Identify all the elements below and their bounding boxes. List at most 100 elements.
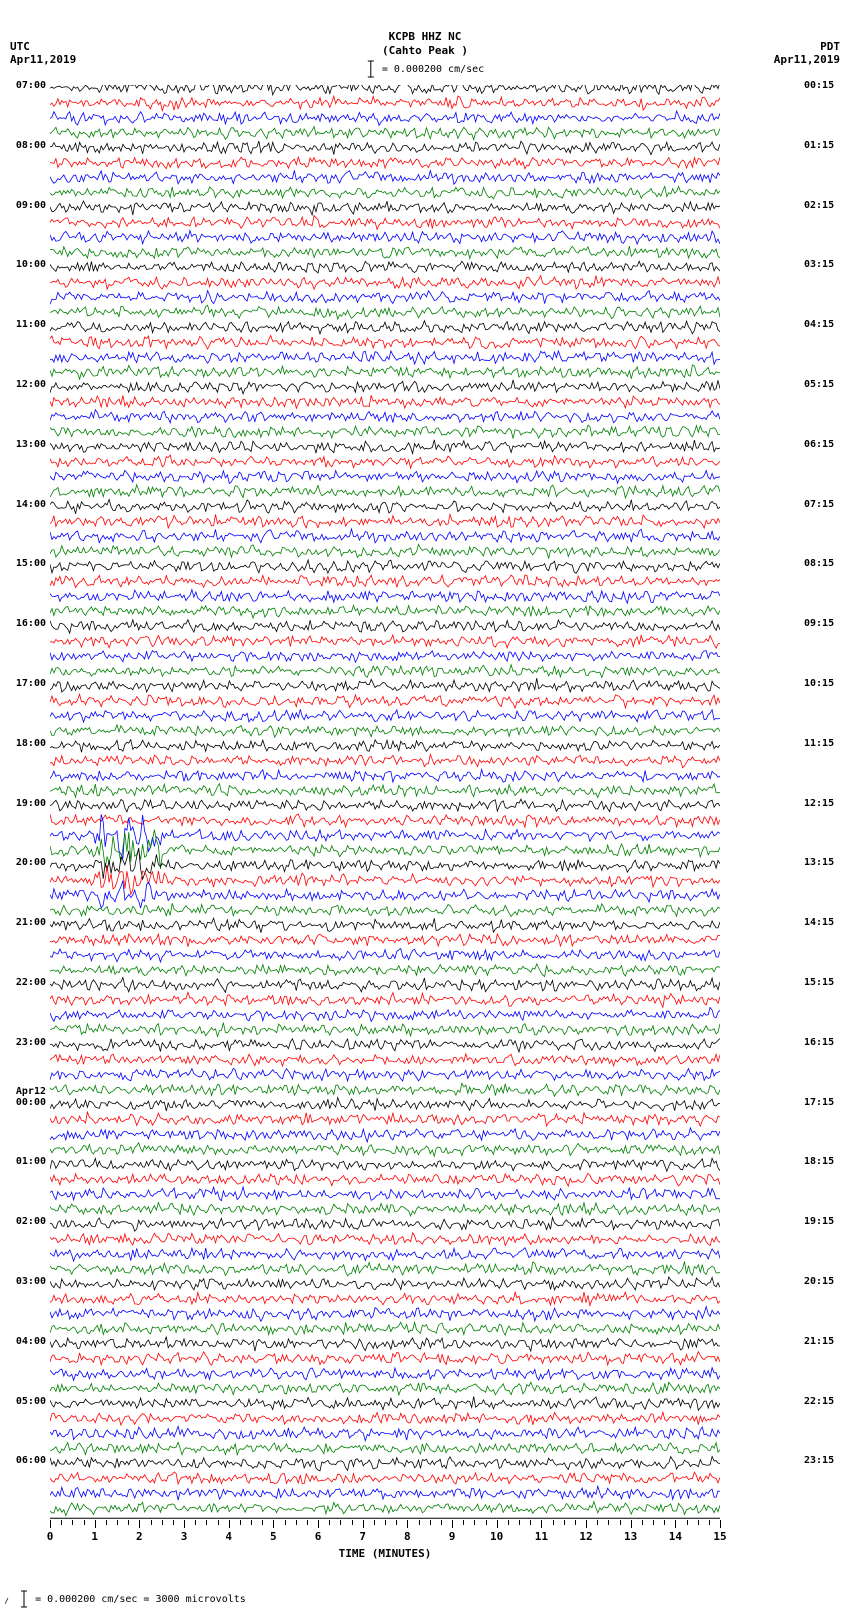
seismic-trace (50, 529, 720, 543)
seismic-trace (50, 1248, 720, 1261)
seismic-trace (50, 1457, 720, 1471)
time-label-left: 02:00 (16, 1216, 46, 1227)
seismic-trace (50, 1502, 720, 1516)
seismic-trace (50, 291, 720, 305)
footer-text: = 0.000200 cm/sec = 3000 microvolts (35, 1594, 246, 1605)
seismic-trace (50, 1202, 720, 1216)
time-label-left: 07:00 (16, 80, 46, 91)
seismic-trace (50, 201, 720, 215)
time-label-right: 10:15 (804, 678, 834, 689)
time-label-right: 03:15 (804, 259, 834, 270)
seismic-trace (50, 1292, 720, 1306)
seismic-trace (50, 1023, 720, 1037)
time-label-right: 01:15 (804, 140, 834, 151)
seismic-trace (50, 799, 720, 812)
x-tick-label: 4 (225, 1530, 232, 1543)
seismic-trace (50, 1217, 720, 1231)
seismic-trace (50, 1039, 720, 1053)
time-label-left: 18:00 (16, 738, 46, 749)
time-label-left: 23:00 (16, 1037, 46, 1048)
time-label-left: 16:00 (16, 618, 46, 629)
time-label-right: 13:15 (804, 857, 834, 868)
seismic-trace (50, 1233, 720, 1246)
x-tick-label: 6 (315, 1530, 322, 1543)
time-label-left: 12:00 (16, 379, 46, 390)
time-label-right: 09:15 (804, 618, 834, 629)
x-tick-label: 13 (624, 1530, 637, 1543)
x-tick-label: 11 (535, 1530, 548, 1543)
time-label-right: 21:15 (804, 1336, 834, 1347)
time-label-left: 03:00 (16, 1276, 46, 1287)
seismic-trace (50, 335, 720, 349)
seismic-trace (50, 321, 720, 334)
seismic-trace (50, 590, 720, 604)
time-label-right: 14:15 (804, 917, 834, 928)
time-label-right: 19:15 (804, 1216, 834, 1227)
time-label-right: 16:15 (804, 1037, 834, 1048)
seismic-trace (50, 170, 720, 184)
seismic-trace (50, 635, 720, 648)
x-tick-label: 8 (404, 1530, 411, 1543)
time-label-left: 13:00 (16, 439, 46, 450)
x-tick-label: 9 (449, 1530, 456, 1543)
x-axis: TIME (MINUTES) 0123456789101112131415 (50, 1520, 720, 1560)
time-label-right: 20:15 (804, 1276, 834, 1287)
seismic-trace (50, 770, 720, 783)
time-label-right: 00:15 (804, 80, 834, 91)
time-label-right: 07:15 (804, 499, 834, 510)
seismic-trace (50, 964, 720, 977)
seismic-trace (50, 440, 720, 454)
x-axis-label: TIME (MINUTES) (339, 1547, 432, 1560)
seismic-trace (50, 305, 720, 319)
seismic-trace (50, 380, 720, 394)
seismic-trace (50, 1173, 720, 1186)
seismic-trace (50, 351, 720, 364)
seismic-trace (50, 1054, 720, 1066)
seismic-trace (50, 1083, 720, 1096)
seismic-trace (50, 784, 720, 798)
seismic-trace (50, 1008, 720, 1022)
time-label-left: 01:00 (16, 1156, 46, 1167)
scale-bar-icon (19, 1590, 29, 1608)
x-tick-label: 0 (47, 1530, 54, 1543)
seismic-trace (50, 903, 720, 916)
seismic-trace (50, 455, 720, 468)
scale-indicator: = 0.000200 cm/sec (366, 60, 484, 78)
seismic-trace (50, 709, 720, 722)
time-label-left: Apr12 (16, 1086, 46, 1097)
scale-bar-small-icon (5, 1593, 13, 1605)
time-label-right: 02:15 (804, 200, 834, 211)
time-label-left: 06:00 (16, 1455, 46, 1466)
time-label-left: 00:00 (16, 1097, 46, 1108)
seismic-trace (50, 605, 720, 618)
seismic-trace (50, 1442, 720, 1455)
seismic-trace (50, 231, 720, 245)
seismic-trace (50, 141, 720, 155)
time-label-left: 17:00 (16, 678, 46, 689)
seismic-trace (50, 365, 720, 379)
x-tick-label: 10 (490, 1530, 503, 1543)
seismic-trace (50, 1486, 720, 1500)
x-tick-label: 14 (669, 1530, 682, 1543)
seismic-trace (50, 470, 720, 483)
time-label-right: 23:15 (804, 1455, 834, 1466)
seismic-trace (50, 96, 720, 111)
seismic-trace (50, 1426, 720, 1440)
seismic-trace (50, 1472, 720, 1484)
seismic-trace (50, 1322, 720, 1335)
seismic-trace (50, 1307, 720, 1322)
seismic-trace (50, 111, 720, 125)
time-label-left: 19:00 (16, 798, 46, 809)
seismic-trace (50, 1158, 720, 1171)
seismic-trace (50, 740, 720, 753)
seismic-trace (50, 575, 720, 588)
scale-bar-icon (366, 60, 376, 78)
seismic-trace (50, 1396, 720, 1410)
seismic-trace (50, 1368, 720, 1381)
seismic-trace (50, 246, 720, 259)
time-label-right: 18:15 (804, 1156, 834, 1167)
seismic-trace (50, 157, 720, 169)
time-label-right: 17:15 (804, 1097, 834, 1108)
time-label-left: 08:00 (16, 140, 46, 151)
seismic-trace (50, 395, 720, 408)
